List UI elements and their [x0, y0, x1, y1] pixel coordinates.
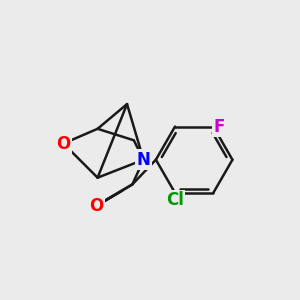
Text: O: O	[89, 197, 103, 215]
Text: Cl: Cl	[166, 191, 184, 209]
Text: O: O	[56, 134, 70, 152]
Text: N: N	[136, 151, 151, 169]
Text: F: F	[214, 118, 225, 136]
